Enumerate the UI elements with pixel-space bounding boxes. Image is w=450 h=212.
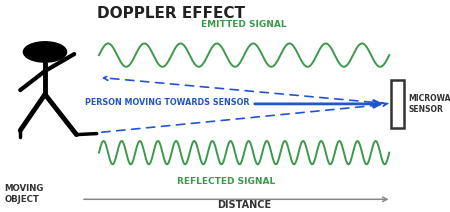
Text: EMITTED SIGNAL: EMITTED SIGNAL <box>201 20 287 29</box>
Circle shape <box>23 42 67 62</box>
Text: DOPPLER EFFECT: DOPPLER EFFECT <box>97 6 245 21</box>
Text: REFLECTED SIGNAL: REFLECTED SIGNAL <box>177 177 275 186</box>
Text: DISTANCE: DISTANCE <box>217 200 271 210</box>
Text: MOVING
OBJECT: MOVING OBJECT <box>4 184 44 204</box>
FancyBboxPatch shape <box>391 80 404 128</box>
Text: PERSON MOVING TOWARDS SENSOR: PERSON MOVING TOWARDS SENSOR <box>85 98 250 107</box>
Text: MICROWAVE
SENSOR: MICROWAVE SENSOR <box>409 94 450 114</box>
